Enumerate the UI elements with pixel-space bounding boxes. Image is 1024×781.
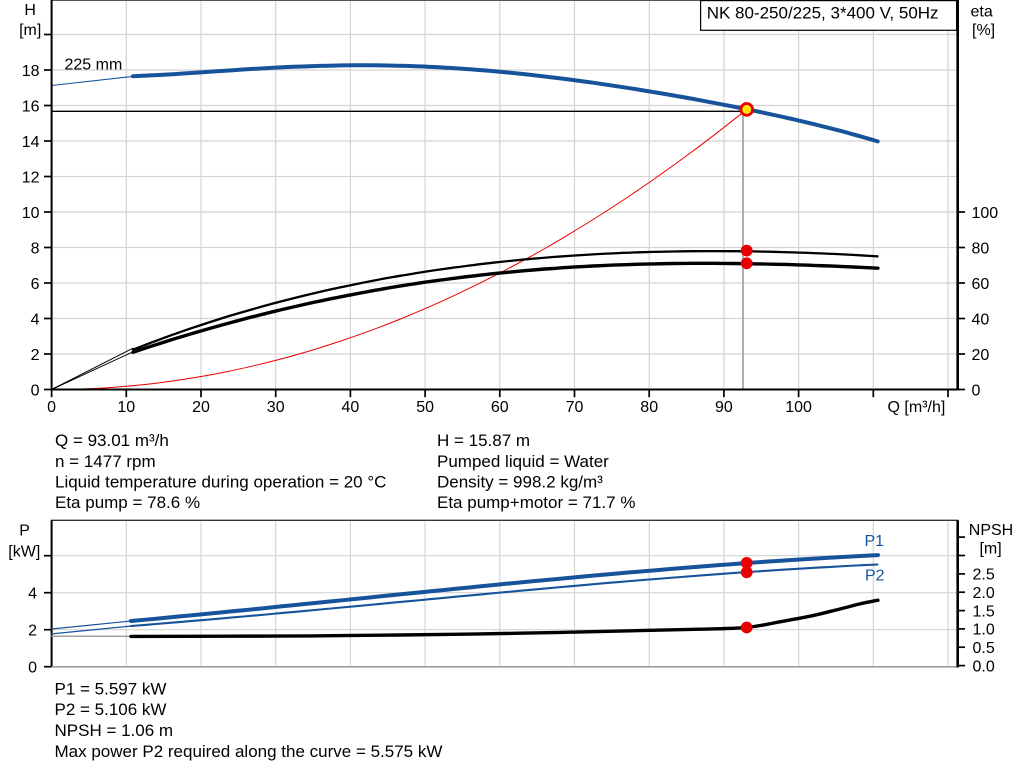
svg-text:P1 = 5.597 kW: P1 = 5.597 kW	[55, 679, 167, 698]
svg-text:30: 30	[267, 399, 285, 416]
svg-text:0.0: 0.0	[973, 658, 995, 675]
svg-text:H: H	[24, 2, 36, 19]
svg-text:Eta pump = 78.6 %: Eta pump = 78.6 %	[55, 493, 200, 512]
svg-text:2: 2	[28, 623, 37, 640]
svg-text:P: P	[19, 522, 30, 539]
svg-text:[m]: [m]	[19, 22, 41, 39]
svg-text:2.0: 2.0	[973, 585, 995, 602]
svg-text:6: 6	[31, 276, 40, 293]
svg-text:16: 16	[22, 98, 40, 115]
svg-text:14: 14	[22, 134, 40, 151]
svg-text:8: 8	[31, 240, 40, 257]
svg-text:2: 2	[31, 347, 40, 364]
svg-text:n = 1477 rpm: n = 1477 rpm	[55, 452, 156, 471]
svg-text:NPSH: NPSH	[969, 522, 1013, 539]
svg-text:40: 40	[342, 399, 360, 416]
svg-text:80: 80	[640, 399, 658, 416]
svg-text:0: 0	[972, 382, 981, 399]
svg-text:Q [m³/h]: Q [m³/h]	[888, 399, 946, 416]
svg-text:4: 4	[31, 311, 40, 328]
svg-text:[m]: [m]	[979, 541, 1001, 558]
svg-text:225 mm: 225 mm	[65, 56, 123, 73]
svg-text:Pumped liquid = Water: Pumped liquid = Water	[437, 452, 609, 471]
svg-text:P2: P2	[865, 568, 885, 585]
svg-text:NK 80-250/225, 3*400 V, 50Hz: NK 80-250/225, 3*400 V, 50Hz	[707, 3, 939, 22]
svg-text:0: 0	[47, 399, 56, 416]
svg-text:Max power P2 required along th: Max power P2 required along the curve = …	[55, 742, 443, 761]
svg-text:20: 20	[972, 347, 990, 364]
svg-text:0: 0	[31, 382, 40, 399]
svg-text:80: 80	[972, 240, 990, 257]
svg-text:Q = 93.01 m³/h: Q = 93.01 m³/h	[55, 431, 169, 450]
svg-text:eta: eta	[971, 3, 993, 20]
svg-text:90: 90	[715, 399, 733, 416]
svg-text:2.5: 2.5	[973, 567, 995, 584]
svg-text:20: 20	[192, 399, 210, 416]
svg-text:[%]: [%]	[972, 22, 995, 39]
svg-text:0.5: 0.5	[973, 640, 995, 657]
svg-text:H = 15.87 m: H = 15.87 m	[437, 431, 530, 450]
svg-text:4: 4	[28, 586, 37, 603]
svg-text:100: 100	[972, 205, 999, 222]
svg-text:NPSH = 1.06 m: NPSH = 1.06 m	[55, 721, 174, 740]
svg-text:12: 12	[22, 169, 40, 186]
svg-text:10: 10	[117, 399, 135, 416]
svg-text:10: 10	[22, 205, 40, 222]
svg-text:0: 0	[28, 660, 37, 677]
svg-text:70: 70	[566, 399, 584, 416]
svg-text:60: 60	[972, 276, 990, 293]
svg-text:Eta pump+motor = 71.7 %: Eta pump+motor = 71.7 %	[437, 493, 635, 512]
svg-text:1.0: 1.0	[973, 622, 995, 639]
svg-text:18: 18	[22, 63, 40, 80]
svg-text:P2 = 5.106 kW: P2 = 5.106 kW	[55, 700, 167, 719]
svg-text:40: 40	[972, 311, 990, 328]
svg-text:100: 100	[785, 399, 812, 416]
svg-text:P1: P1	[865, 533, 885, 550]
svg-text:Density = 998.2 kg/m³: Density = 998.2 kg/m³	[437, 473, 603, 492]
svg-text:50: 50	[416, 399, 434, 416]
svg-text:60: 60	[491, 399, 509, 416]
svg-text:Liquid temperature during oper: Liquid temperature during operation = 20…	[55, 473, 386, 492]
svg-text:[kW]: [kW]	[8, 544, 40, 561]
svg-text:1.5: 1.5	[973, 603, 995, 620]
